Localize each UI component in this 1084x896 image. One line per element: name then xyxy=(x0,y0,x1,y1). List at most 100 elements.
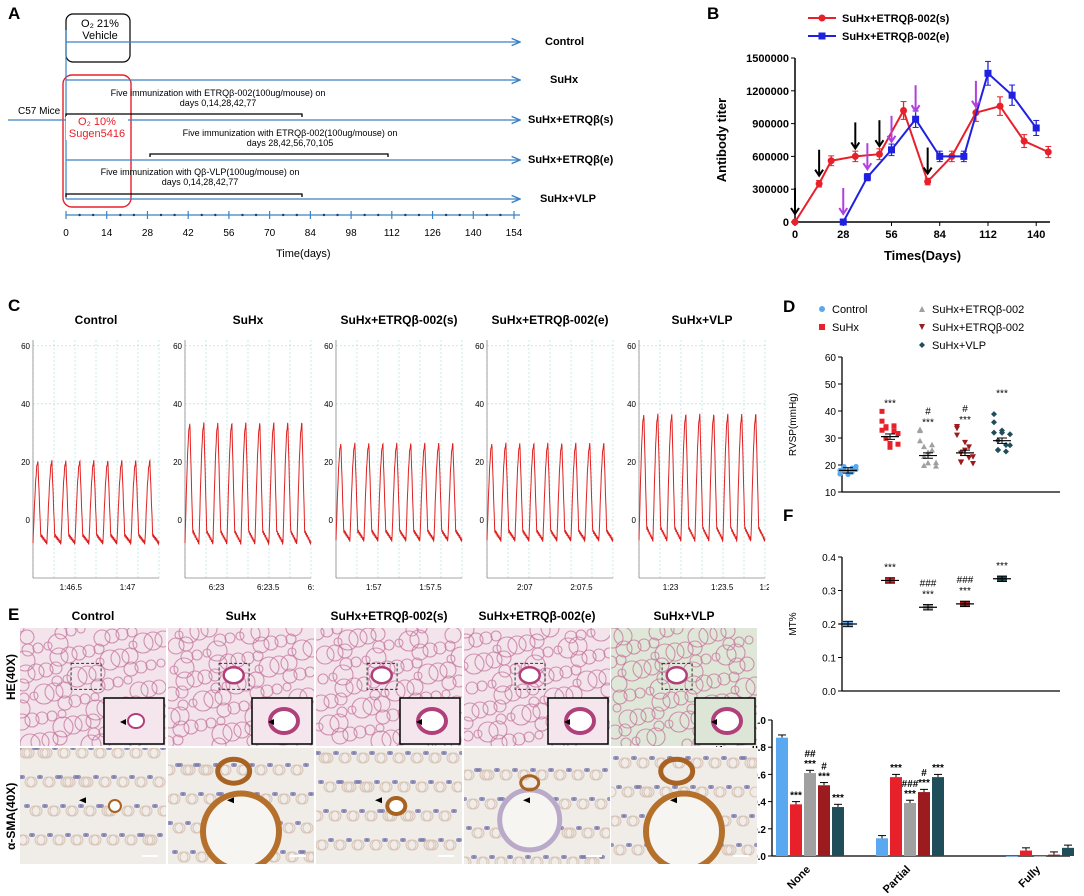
data-point xyxy=(936,152,944,160)
data-point xyxy=(954,432,960,439)
category-label: Partial xyxy=(881,864,913,896)
data-point xyxy=(895,431,901,437)
muscularization-chart: 0.00.20.40.60.81.0Ratio of PA musculariz… xyxy=(713,715,1074,896)
trace-x-tick: 2:07.5 xyxy=(570,583,593,592)
note-vlp: Five immunization with Qβ-VLP(100ug/mous… xyxy=(100,167,300,187)
panel-label-b: B xyxy=(707,4,720,23)
group-label-etrq-e: SuHx+ETRQβ(e) xyxy=(528,154,614,166)
micrograph-title: SuHx+VLP xyxy=(653,609,715,623)
y-tick-label: 300000 xyxy=(752,184,789,196)
data-point xyxy=(887,146,895,154)
bracket-vlp xyxy=(65,193,303,197)
data-point xyxy=(815,180,823,188)
data-point xyxy=(879,418,885,424)
data-point xyxy=(929,447,935,453)
panel-label-d: D xyxy=(783,297,796,316)
data-point xyxy=(933,463,939,469)
bar xyxy=(932,777,944,856)
time-tick-label: 112 xyxy=(383,228,400,239)
micrograph-title: Control xyxy=(71,609,115,623)
data-point xyxy=(925,459,931,466)
data-point xyxy=(929,441,935,448)
trace-y-tick: 20 xyxy=(475,458,484,467)
micrograph-title: SuHx+ETRQβ-002(s) xyxy=(330,609,448,623)
significance-mark: *** xyxy=(959,415,971,426)
data-point xyxy=(887,444,893,450)
data-point xyxy=(837,471,843,477)
significance-mark: *** xyxy=(959,586,971,597)
trace-title: SuHx+VLP xyxy=(671,313,733,327)
data-point xyxy=(891,423,897,429)
legend-label: SuHx+VLP xyxy=(932,340,986,352)
time-tick-label: 0 xyxy=(63,228,69,239)
note-e: Five immunization with ETRQβ-002(100ug/m… xyxy=(182,128,398,148)
pressure-trace: 60 40 20 0 1:57 1:57.5 xyxy=(324,340,463,592)
data-point xyxy=(962,439,968,446)
significance-mark: # xyxy=(921,768,927,779)
trace-title: SuHx+ETRQβ-002(e) xyxy=(491,313,609,327)
trace-line xyxy=(335,442,463,543)
data-point xyxy=(883,435,889,441)
row-label-he: HE(40X) xyxy=(4,653,18,700)
data-point xyxy=(875,150,883,158)
box1-text: O₂ 21% Vehicle xyxy=(81,18,119,42)
bar xyxy=(1006,856,1018,857)
significance-mark: *** xyxy=(996,561,1008,572)
data-point xyxy=(1032,124,1040,132)
trace-line xyxy=(32,458,160,546)
x-axis-title: Times(Days) xyxy=(884,248,961,263)
trace-x-tick: 1:47 xyxy=(120,583,136,592)
y-axis-title: Antibody titer xyxy=(714,98,729,183)
time-tick-label: 70 xyxy=(264,228,276,239)
time-tick-label: 126 xyxy=(424,228,441,239)
data-point xyxy=(895,441,901,447)
data-point xyxy=(1008,91,1016,99)
data-point xyxy=(917,437,923,444)
data-point xyxy=(954,425,960,432)
data-point xyxy=(958,459,964,466)
data-point xyxy=(960,152,968,160)
time-tick-label: 84 xyxy=(304,228,316,239)
trace-y-tick: 20 xyxy=(324,458,333,467)
trace-y-tick: 20 xyxy=(173,458,182,467)
significance-mark: *** xyxy=(890,763,902,774)
significance-mark: ### xyxy=(920,578,937,589)
trace-y-tick: 0 xyxy=(632,516,637,525)
legend-label: SuHx+ETRQβ-002 xyxy=(932,304,1024,316)
sma-micrograph xyxy=(611,748,757,864)
data-point xyxy=(863,173,871,181)
sma-micrograph xyxy=(168,748,314,864)
time-tick-label: 56 xyxy=(223,228,235,239)
y-tick-label: 0.0 xyxy=(822,687,836,698)
trace-line xyxy=(638,413,766,543)
legend-label: SuHx+ETRQβ-002(e) xyxy=(842,31,950,43)
significance-mark: ### xyxy=(957,575,974,586)
data-point xyxy=(966,455,972,461)
data-point xyxy=(924,178,932,186)
trace-y-tick: 40 xyxy=(21,400,30,409)
hypoxia-box xyxy=(62,74,132,208)
bar xyxy=(1062,847,1074,856)
bar xyxy=(832,807,844,856)
data-point xyxy=(841,467,847,473)
bar xyxy=(876,838,888,856)
trace-line xyxy=(486,442,614,543)
y-tick-label: 40 xyxy=(825,407,837,418)
x-tick-label: 28 xyxy=(837,229,849,241)
significance-mark: # xyxy=(962,404,968,415)
trace-y-tick: 60 xyxy=(324,342,333,351)
y-tick-label: 0 xyxy=(783,217,789,229)
data-point xyxy=(879,408,885,414)
trace-y-tick: 60 xyxy=(173,342,182,351)
data-point xyxy=(921,443,927,450)
pressure-trace: 60 40 20 0 6:23 6:23.5 6: xyxy=(173,340,314,592)
time-tick-label: 42 xyxy=(182,228,194,239)
panel-label-e: E xyxy=(8,605,20,624)
bar xyxy=(904,802,916,856)
trace-x-tick: 1:2 xyxy=(759,583,769,592)
legend-label: SuHx xyxy=(832,322,859,334)
significance-mark: # xyxy=(925,407,931,418)
antibody-titer-chart: 0 300000 600000 900000 1200000 1500000 0 28 56 84… xyxy=(714,13,1052,263)
significance-mark: # xyxy=(821,761,827,772)
